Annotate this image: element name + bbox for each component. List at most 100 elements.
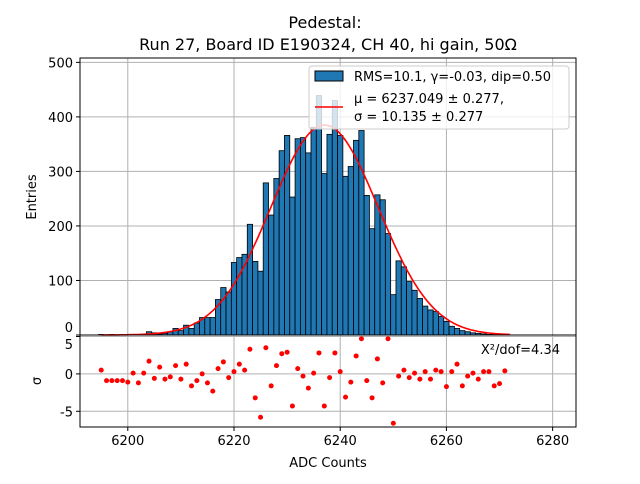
histogram-bar bbox=[326, 133, 333, 336]
histogram-bar bbox=[459, 330, 466, 336]
legend-fit-label-sigma: σ = 10.135 ± 0.277 bbox=[354, 110, 483, 125]
residual-point bbox=[443, 384, 449, 390]
residual-points bbox=[98, 336, 508, 426]
residual-point bbox=[316, 350, 322, 356]
histogram-bar bbox=[257, 270, 264, 336]
bottom-y-tick-label: 5 bbox=[65, 338, 73, 353]
residual-point bbox=[438, 369, 444, 375]
histogram-bar bbox=[337, 135, 344, 336]
chart-subtitle: Run 27, Board ID E190324, CH 40, hi gain… bbox=[139, 35, 517, 54]
histogram-bar bbox=[220, 287, 227, 336]
residual-point bbox=[470, 370, 476, 376]
histogram-bar bbox=[384, 233, 392, 336]
residual-point bbox=[343, 394, 349, 400]
histogram-bar bbox=[342, 175, 349, 336]
residual-point bbox=[305, 385, 311, 391]
legend-box bbox=[308, 65, 570, 130]
residual-point bbox=[380, 380, 386, 386]
histogram-bar bbox=[453, 328, 461, 336]
residual-point bbox=[263, 345, 269, 351]
residual-point bbox=[401, 367, 407, 373]
residual-point bbox=[210, 388, 216, 394]
histogram-bar bbox=[294, 138, 301, 336]
residual-point bbox=[369, 395, 375, 401]
histogram-bar bbox=[204, 317, 211, 336]
residual-point bbox=[220, 359, 226, 365]
x-tick-label: 6260 bbox=[430, 434, 463, 449]
residual-point bbox=[459, 383, 465, 389]
histogram-bar bbox=[273, 178, 280, 336]
residual-point bbox=[327, 375, 333, 381]
legend-fit-label-mu: μ = 6237.049 ± 0.277, bbox=[354, 92, 504, 107]
residual-point bbox=[167, 374, 173, 380]
histogram-bar bbox=[321, 173, 328, 336]
residual-point bbox=[385, 336, 391, 342]
bottom-axes-frame bbox=[79, 334, 577, 428]
histogram-bar bbox=[374, 194, 381, 336]
residual-point bbox=[358, 336, 364, 342]
bottom-y-tick-label: -5 bbox=[60, 405, 73, 420]
histogram-bar bbox=[193, 322, 200, 336]
residual-point bbox=[135, 380, 141, 386]
histogram-bar bbox=[353, 139, 360, 336]
residual-point bbox=[247, 346, 253, 352]
histogram-bar bbox=[432, 311, 439, 336]
histogram-bar bbox=[438, 316, 445, 336]
residual-point bbox=[295, 366, 301, 372]
x-tick-label: 6200 bbox=[111, 434, 144, 449]
residual-point bbox=[236, 361, 242, 367]
histogram-bar bbox=[299, 137, 307, 336]
histogram-bar bbox=[236, 257, 243, 336]
residual-point bbox=[481, 369, 487, 375]
residual-point bbox=[353, 353, 359, 359]
top-y-tick-label: 0 bbox=[65, 321, 73, 336]
residual-point bbox=[289, 403, 295, 409]
histogram-bar bbox=[310, 126, 317, 336]
residual-point bbox=[417, 376, 423, 382]
histogram-bar bbox=[422, 305, 429, 336]
residual-point bbox=[364, 378, 370, 384]
residual-point bbox=[204, 380, 210, 386]
residual-point bbox=[109, 378, 115, 384]
residual-point bbox=[311, 370, 317, 376]
histogram-bar bbox=[416, 298, 423, 336]
legend-histogram-label: RMS=10.1, γ=-0.03, dip=0.50 bbox=[354, 70, 551, 85]
bottom-y-axis-label: σ bbox=[30, 377, 45, 385]
residual-point bbox=[104, 378, 110, 384]
residual-point bbox=[406, 375, 412, 381]
residual-point bbox=[173, 363, 179, 369]
residual-point bbox=[390, 420, 396, 426]
residual-point bbox=[497, 381, 503, 387]
residual-point bbox=[119, 378, 125, 384]
x-ticks: 6200 6220 6240 6260 6280 bbox=[111, 427, 569, 449]
x-tick-label: 6240 bbox=[324, 434, 357, 449]
residual-point bbox=[141, 370, 147, 376]
residual-point bbox=[178, 376, 184, 382]
x-tick-label: 6280 bbox=[536, 434, 569, 449]
histogram-bar bbox=[448, 325, 455, 336]
histogram-bar bbox=[331, 100, 338, 336]
residual-point bbox=[114, 378, 120, 384]
top-y-ticks: 0 100 200 300 400 500 bbox=[48, 56, 80, 336]
residual-point bbox=[162, 376, 168, 382]
residual-point bbox=[412, 370, 418, 376]
histogram-bar bbox=[177, 330, 184, 336]
residual-point bbox=[300, 373, 306, 379]
residual-point bbox=[284, 349, 290, 355]
residual-point bbox=[98, 367, 104, 373]
legend: RMS=10.1, γ=-0.03, dip=0.50 μ = 6237.049… bbox=[308, 65, 570, 130]
residual-point bbox=[189, 383, 195, 389]
residual-point bbox=[465, 373, 471, 379]
legend-histogram-swatch bbox=[314, 70, 344, 82]
bottom-y-ticks: -5 0 5 bbox=[60, 335, 80, 420]
histogram-bar bbox=[225, 291, 232, 336]
residual-point bbox=[337, 369, 343, 375]
histogram-bar bbox=[188, 328, 195, 336]
chart-title: Pedestal: bbox=[288, 13, 361, 32]
residual-point bbox=[194, 378, 200, 384]
bottom-y-tick-label: 0 bbox=[65, 368, 73, 383]
histogram-bar bbox=[230, 262, 238, 336]
residual-point bbox=[226, 375, 232, 381]
histogram-bar bbox=[363, 195, 370, 336]
histogram-bar bbox=[427, 309, 434, 336]
